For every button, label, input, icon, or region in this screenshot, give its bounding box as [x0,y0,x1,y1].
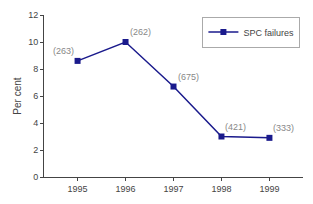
svg-text:(675): (675) [178,72,199,82]
svg-text:12: 12 [28,10,38,20]
svg-text:4: 4 [33,118,38,128]
svg-text:(333): (333) [273,123,294,133]
svg-text:0: 0 [33,172,38,182]
svg-text:8: 8 [33,64,38,74]
svg-text:1999: 1999 [259,184,279,194]
svg-text:1998: 1998 [211,184,231,194]
svg-text:6: 6 [33,91,38,101]
svg-text:SPC failures: SPC failures [243,28,294,38]
svg-text:1995: 1995 [68,184,88,194]
svg-text:10: 10 [28,37,38,47]
svg-text:(263): (263) [53,46,74,56]
svg-text:2: 2 [33,145,38,155]
svg-text:1996: 1996 [116,184,136,194]
svg-text:1997: 1997 [163,184,183,194]
svg-text:(421): (421) [225,122,246,132]
svg-text:(262): (262) [130,27,151,37]
svg-text:Per cent: Per cent [12,77,23,114]
